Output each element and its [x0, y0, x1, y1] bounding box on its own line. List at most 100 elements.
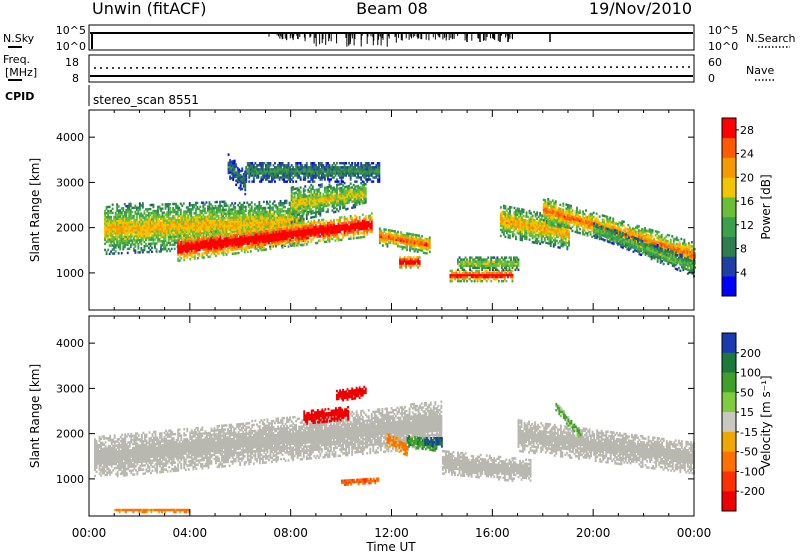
power-cell [510, 214, 513, 217]
power-cell [193, 230, 196, 233]
power-cell [117, 209, 120, 212]
power-cell [425, 252, 428, 255]
power-cell [129, 239, 132, 242]
power-cell [190, 208, 193, 211]
power-cell [172, 225, 175, 228]
power-cell [197, 222, 200, 225]
power-cell [188, 230, 191, 234]
power-cell [478, 266, 481, 270]
power-cell [169, 229, 172, 232]
power-cell [181, 220, 184, 224]
power-cell [148, 214, 150, 217]
power-cell [149, 232, 152, 235]
power-cell [203, 207, 206, 210]
power-cell [120, 237, 123, 241]
power-cell [521, 238, 524, 242]
power-cell [181, 222, 184, 226]
power-cell [107, 236, 110, 239]
power-cell [155, 215, 158, 219]
power-cell [117, 219, 120, 223]
power-cell [234, 202, 237, 205]
power-cell [466, 258, 469, 261]
power-cell [131, 216, 134, 220]
power-cell [182, 224, 185, 228]
power-cell [164, 245, 167, 249]
power-cell [184, 232, 187, 236]
date-title: 19/Nov/2010 [589, 0, 692, 18]
power-cell [131, 231, 134, 234]
power-cell [143, 232, 146, 236]
power-cell [170, 223, 173, 226]
power-cell [400, 231, 403, 234]
power-cell [128, 247, 131, 251]
power-cell [197, 207, 200, 211]
power-cell [126, 219, 129, 222]
power-cell [166, 223, 169, 226]
power-cell [126, 225, 129, 228]
power-cell [117, 242, 120, 245]
power-cell [104, 220, 107, 223]
power-cell [250, 201, 253, 204]
power-cell [160, 223, 163, 227]
power-cell [119, 215, 122, 218]
power-cell [191, 222, 194, 225]
power-cell [129, 217, 132, 220]
power-cell [161, 217, 164, 221]
power-cell [119, 223, 122, 227]
power-cell [116, 233, 119, 237]
power-cell [167, 215, 170, 218]
power-cell [166, 241, 169, 245]
power-cell [178, 225, 181, 228]
power-cell [123, 233, 126, 236]
power-cell [113, 232, 116, 235]
nsky-tick-high: 10^5 [56, 24, 86, 37]
power-cell [149, 228, 152, 231]
power-cell [339, 207, 342, 210]
power-cell [138, 251, 141, 254]
power-cell [129, 235, 132, 238]
power-cell [138, 208, 141, 211]
power-cell [184, 228, 187, 232]
power-cell [418, 256, 421, 259]
power-cell [178, 227, 181, 230]
power-cell [129, 243, 132, 246]
power-cell [145, 218, 147, 221]
power-cell [170, 225, 173, 228]
power-cell [104, 212, 107, 215]
power-cell [160, 231, 163, 235]
power-cell [107, 226, 110, 229]
power-cell [114, 225, 117, 229]
power-cell [126, 243, 129, 247]
power-cell [119, 237, 122, 241]
power-cell [134, 224, 137, 228]
power-cell [406, 246, 409, 250]
power-cell [197, 220, 200, 223]
power-cell [131, 243, 134, 246]
power-cell [140, 230, 143, 234]
power-cell [513, 206, 516, 210]
power-cell [135, 239, 138, 242]
power-cell [164, 233, 167, 237]
power-cell [170, 247, 173, 251]
power-cell [290, 243, 293, 246]
power-cell [110, 240, 113, 243]
power-cell [129, 202, 132, 206]
power-cell [194, 207, 197, 211]
power-cell [167, 247, 170, 251]
power-cell [164, 217, 167, 220]
power-cell [340, 216, 343, 219]
power-cell [167, 227, 170, 230]
power-cell [119, 227, 122, 231]
power-cell [355, 203, 358, 206]
power-cell [120, 229, 123, 233]
power-cell [515, 237, 517, 241]
power-cell [172, 211, 175, 214]
power-cell [178, 233, 181, 236]
power-cell [132, 243, 135, 246]
power-cell [125, 225, 128, 228]
power-cell [173, 208, 176, 212]
power-cell [155, 230, 158, 233]
power-cell [114, 238, 117, 241]
power-cell [154, 209, 156, 213]
power-cell [163, 246, 166, 249]
